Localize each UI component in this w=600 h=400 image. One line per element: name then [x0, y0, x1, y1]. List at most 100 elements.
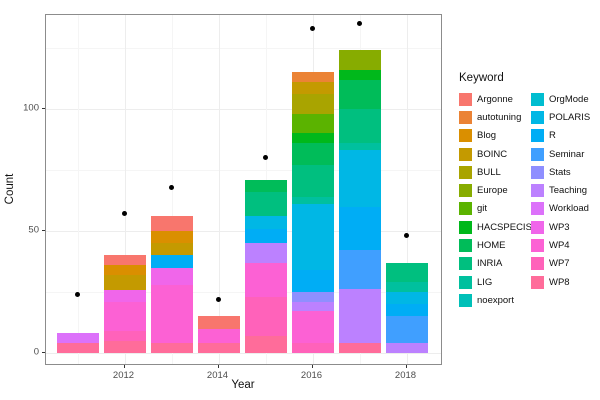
- legend-label: WP7: [549, 258, 570, 270]
- bar-2013: [150, 216, 193, 353]
- legend-label: Teaching: [549, 185, 588, 197]
- legend-item-WP3: WP3: [531, 218, 590, 236]
- bar-segment-Argonne: [103, 255, 146, 266]
- legend-column: Argonne autotuning Blog BOINC BULL Europe git H…: [459, 90, 532, 310]
- legend-label: WP3: [549, 221, 570, 233]
- bar-segment-POLARIS: [291, 204, 334, 270]
- legend-label: Argonne: [477, 93, 513, 105]
- legend-item-INRIA: INRIA: [459, 255, 531, 273]
- bar-segment-autotuning: [291, 72, 334, 83]
- legend-item-Europe: Europe: [459, 181, 531, 199]
- bar-segment-Teaching: [291, 301, 334, 312]
- legend-item-HACSPECIS: HACSPECIS: [459, 218, 532, 236]
- legend-swatch-LIG: [459, 275, 472, 289]
- bar-segment-HOME: [244, 179, 287, 192]
- legend-swatch-WP4: [531, 239, 544, 253]
- x-axis-title: Year: [231, 379, 255, 391]
- legend-label: BOINC: [477, 148, 508, 160]
- bar-segment-HOME: [291, 143, 334, 166]
- legend-label: LIG: [477, 276, 493, 288]
- bar-segment-Workload: [56, 333, 99, 344]
- bar-segment-Blog: [103, 265, 146, 275]
- bar-segment-LIG: [291, 196, 334, 205]
- bar-segment-WP3: [103, 289, 146, 302]
- gridline-y-minor: [46, 292, 441, 293]
- legend-label: OrgMode: [549, 93, 589, 105]
- legend-item-Seminar: Seminar: [531, 145, 590, 163]
- bar-segment-WP8: [197, 343, 240, 353]
- bar-segment-Teaching: [385, 343, 428, 353]
- legend-swatch-WP7: [531, 257, 544, 271]
- legend-label: autotuning: [477, 111, 522, 123]
- bar-segment-POLARIS: [385, 291, 428, 305]
- bar-segment-WP7: [291, 343, 334, 353]
- bar-segment-WP4: [150, 284, 193, 344]
- legend-label: noexport: [477, 294, 514, 306]
- x-tick-label: 2016: [300, 370, 323, 381]
- x-tick-label: 2014: [206, 370, 229, 381]
- bar-2015: [244, 179, 287, 353]
- legend-label: Europe: [477, 185, 508, 197]
- x-tick-label: 2018: [394, 370, 417, 381]
- legend-item-Teaching: Teaching: [531, 181, 590, 199]
- bar-2017: [338, 50, 381, 353]
- legend-item-LIG: LIG: [459, 273, 531, 291]
- legend-swatch-INRIA: [459, 257, 472, 271]
- bar-segment-BOINC: [150, 243, 193, 256]
- bar-segment-WP7: [244, 296, 287, 336]
- legend-swatch-HACSPECIS: [459, 220, 472, 234]
- legend-swatch-OrgMode: [531, 92, 544, 106]
- y-tick-label: 50: [28, 224, 39, 236]
- legend-label: git: [477, 203, 488, 215]
- gridline-x-major: [218, 15, 220, 364]
- bar-segment-WP8: [103, 340, 146, 353]
- legend-label: Seminar: [549, 148, 585, 160]
- legend: Keyword Argonne autotuning Blog BOINC BULL Eu…: [459, 72, 590, 310]
- legend-swatch-noexport: [459, 293, 472, 307]
- bar-segment-Argonne: [150, 216, 193, 231]
- bar-segment-BOINC: [291, 82, 334, 95]
- x-tick-label: 2012: [112, 370, 135, 381]
- y-tick: [42, 352, 45, 353]
- gridline-y-major: [46, 109, 441, 110]
- legend-swatch-WP8: [531, 275, 544, 289]
- point-2017: [357, 21, 362, 27]
- bar-segment-Teaching: [338, 289, 381, 344]
- legend-swatch-WP3: [531, 220, 544, 234]
- bar-segment-INRIA: [385, 262, 428, 283]
- legend-swatch-Blog: [459, 129, 472, 143]
- bar-segment-WP8: [150, 343, 193, 353]
- legend-swatch-BULL: [459, 165, 472, 179]
- legend-item-Workload: Workload: [531, 200, 590, 218]
- legend-swatch-git: [459, 202, 472, 216]
- bar-segment-WP4: [291, 311, 334, 344]
- legend-swatch-Teaching: [531, 184, 544, 198]
- bar-segment-Argonne: [197, 316, 240, 329]
- legend-column: OrgMode POLARIS R Seminar Stats Teaching Workl…: [531, 90, 590, 310]
- bar-segment-Seminar: [385, 316, 428, 344]
- gridline-x-major: [124, 15, 126, 364]
- bar-2012: [103, 255, 146, 353]
- bar-segment-BOINC: [103, 274, 146, 290]
- bar-segment-HACSPECIS: [291, 133, 334, 144]
- legend-item-BULL: BULL: [459, 163, 531, 181]
- bar-segment-WP3: [150, 267, 193, 285]
- x-tick: [311, 365, 313, 368]
- bar-segment-WP4: [103, 301, 146, 331]
- legend-label: INRIA: [477, 258, 503, 270]
- legend-item-noexport: noexport: [459, 291, 531, 309]
- point-2014: [216, 296, 221, 302]
- y-axis-title: Count: [4, 173, 16, 205]
- gridline-y-minor: [46, 170, 441, 171]
- legend-item-WP4: WP4: [531, 236, 590, 254]
- bar-segment-INRIA: [338, 108, 381, 144]
- bar-segment-WP7: [103, 330, 146, 341]
- legend-item-Stats: Stats: [531, 163, 590, 181]
- bar-segment-BULL: [291, 94, 334, 114]
- bar-2011: [56, 333, 99, 353]
- bar-segment-POLARIS: [338, 150, 381, 207]
- legend-label: HACSPECIS: [477, 221, 532, 233]
- bar-segment-Blog: [150, 230, 193, 244]
- bar-segment-Stats: [291, 291, 334, 302]
- bar-2018: [385, 262, 428, 353]
